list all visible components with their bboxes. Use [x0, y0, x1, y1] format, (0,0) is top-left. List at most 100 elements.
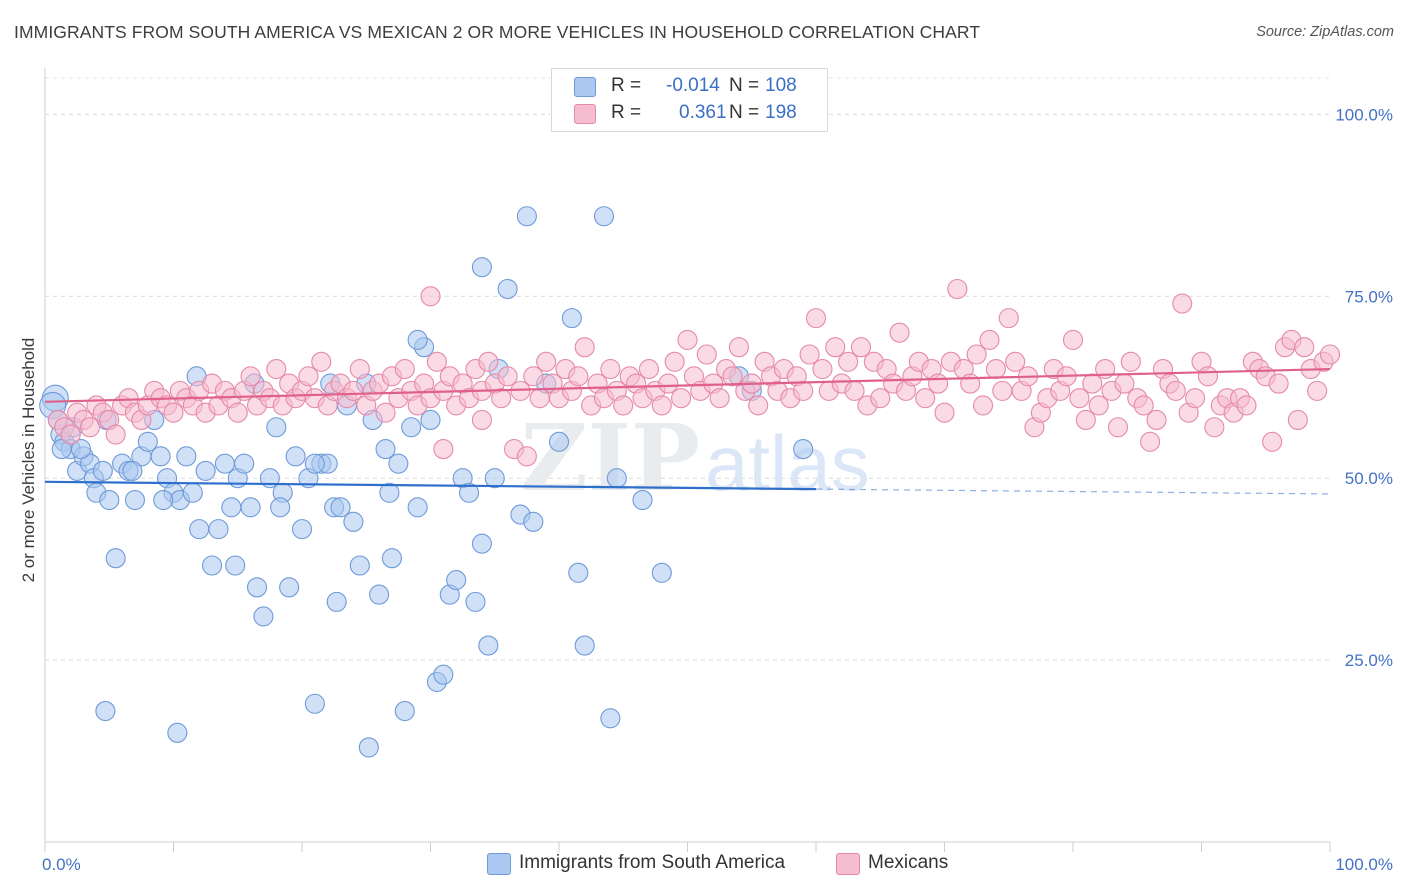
point-mexicans: [825, 337, 846, 358]
point-immigrants: [516, 206, 537, 227]
point-mexicans: [1197, 366, 1218, 387]
point-immigrants: [593, 206, 615, 227]
point-immigrants: [202, 555, 223, 576]
legend-swatch-mexicans: [574, 104, 596, 124]
point-immigrants: [446, 570, 467, 591]
legend-n-value: 198: [765, 102, 797, 123]
point-immigrants: [137, 431, 158, 452]
bottom-legend-label: Immigrants from South America: [519, 852, 786, 873]
point-immigrants: [401, 417, 422, 438]
point-mexicans: [1204, 417, 1225, 438]
point-immigrants: [153, 489, 174, 511]
point-mexicans: [478, 351, 499, 372]
legend-n-label: N =: [729, 102, 760, 123]
point-mexicans: [536, 351, 557, 372]
trend-lines: [44, 367, 1331, 495]
bottom-legend-swatch-mexicans: [836, 853, 860, 875]
bottom-legend-label: Mexicans: [868, 852, 949, 873]
point-mexicans: [227, 402, 248, 423]
point-mexicans: [426, 351, 447, 372]
point-mexicans: [793, 380, 814, 401]
point-mexicans: [696, 344, 717, 365]
point-immigrants: [105, 548, 126, 569]
point-immigrants: [304, 453, 325, 474]
point-immigrants: [497, 278, 518, 300]
point-mexicans: [947, 278, 968, 300]
point-mexicans: [298, 366, 319, 387]
point-immigrants: [266, 417, 287, 438]
point-immigrants: [124, 489, 145, 511]
point-mexicans: [349, 358, 370, 380]
point-mexicans: [998, 308, 1019, 329]
point-immigrants: [95, 700, 116, 722]
point-immigrants: [471, 257, 492, 278]
point-immigrants: [240, 497, 261, 518]
point-immigrants: [291, 519, 313, 540]
point-mexicans: [574, 337, 595, 358]
watermark-zip: ZIP: [521, 404, 700, 512]
point-immigrants: [253, 606, 274, 627]
point-mexicans: [1005, 351, 1026, 372]
point-immigrants: [150, 446, 171, 467]
legend-swatch-immigrants: [574, 77, 596, 97]
trend-line-mexicans: [44, 367, 1331, 403]
trend-line-immigrants: [44, 480, 817, 491]
point-immigrants: [369, 584, 390, 605]
point-immigrants: [92, 460, 113, 481]
point-mexicans: [516, 446, 537, 467]
point-immigrants: [189, 519, 210, 540]
point-immigrants: [176, 446, 197, 467]
point-mexicans: [1075, 409, 1096, 431]
point-immigrants: [793, 439, 814, 460]
point-immigrants: [574, 635, 595, 656]
point-immigrants: [407, 497, 428, 518]
point-mexicans: [1185, 388, 1206, 409]
point-mexicans: [1268, 373, 1289, 394]
y-axis-title: 2 or more Vehicles in Household: [19, 338, 38, 583]
point-immigrants: [70, 439, 92, 460]
point-immigrants: [561, 308, 582, 329]
point-immigrants: [246, 577, 268, 598]
point-immigrants: [330, 497, 351, 518]
point-mexicans: [1069, 388, 1090, 409]
legend-r-label: R =: [611, 102, 642, 123]
point-immigrants: [343, 511, 364, 532]
point-immigrants: [99, 489, 120, 511]
legend-r-value: -0.014: [666, 75, 720, 96]
y-tick-label: 25.0%: [1345, 651, 1393, 670]
point-mexicans: [1287, 409, 1308, 431]
point-mexicans: [972, 395, 994, 416]
bottom-legend-swatch-immigrants: [487, 853, 511, 875]
point-mexicans: [311, 351, 332, 372]
point-mexicans: [889, 322, 910, 343]
watermark-atlas: atlas: [705, 419, 870, 507]
point-mexicans: [799, 344, 820, 365]
point-mexicans: [1088, 395, 1109, 416]
legend-r-label: R =: [611, 75, 642, 96]
point-mexicans: [1294, 337, 1315, 358]
point-immigrants: [471, 533, 492, 554]
point-mexicans: [1319, 344, 1341, 365]
point-immigrants: [221, 497, 242, 518]
point-mexicans: [600, 358, 621, 380]
point-immigrants: [458, 482, 480, 503]
point-immigrants: [388, 453, 409, 474]
point-mexicans: [728, 337, 749, 358]
point-immigrants: [208, 519, 229, 540]
y-tick-label: 75.0%: [1345, 287, 1393, 306]
trend-line-immigrants-extrapolated: [815, 488, 1331, 495]
point-mexicans: [985, 358, 1006, 380]
point-immigrants: [225, 555, 246, 576]
point-mexicans: [638, 358, 660, 380]
point-immigrants: [632, 489, 653, 511]
point-immigrants: [465, 591, 486, 612]
point-mexicans: [60, 424, 81, 445]
point-mexicans: [497, 366, 518, 387]
point-immigrants: [420, 409, 441, 431]
point-immigrants: [279, 577, 300, 598]
chart-title: IMMIGRANTS FROM SOUTH AMERICA VS MEXICAN…: [14, 22, 981, 42]
point-mexicans: [375, 402, 396, 423]
point-mexicans: [105, 424, 126, 445]
point-mexicans: [433, 439, 454, 460]
